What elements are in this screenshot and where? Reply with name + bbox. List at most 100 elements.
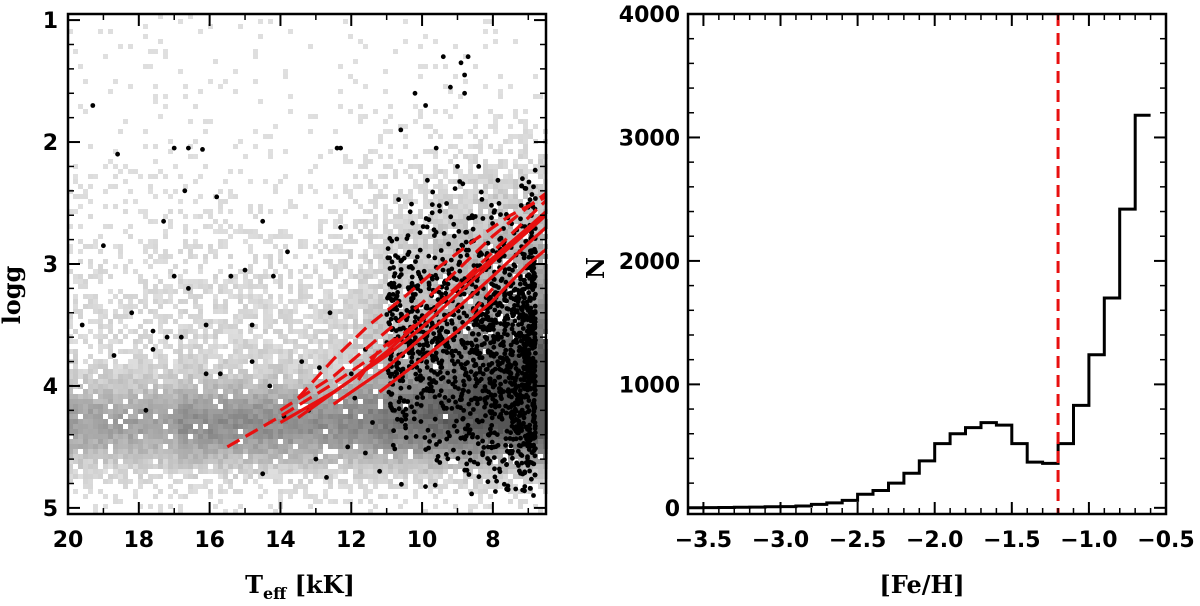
density-cell bbox=[283, 374, 288, 379]
density-cell bbox=[508, 234, 513, 239]
density-cell bbox=[363, 374, 368, 379]
density-cell bbox=[193, 404, 198, 409]
density-cell bbox=[358, 454, 363, 459]
density-cell bbox=[73, 409, 78, 414]
density-cell bbox=[398, 264, 403, 269]
density-cell bbox=[98, 269, 103, 274]
density-cell bbox=[488, 384, 493, 389]
density-cell bbox=[163, 459, 168, 464]
density-cell bbox=[463, 404, 468, 409]
density-cell bbox=[203, 119, 208, 124]
density-cell bbox=[383, 464, 388, 469]
density-cell bbox=[383, 374, 388, 379]
density-cell bbox=[143, 144, 148, 149]
density-cell bbox=[278, 369, 283, 374]
density-cell bbox=[533, 74, 538, 79]
density-cell bbox=[198, 379, 203, 384]
density-cell bbox=[273, 394, 278, 399]
data-point bbox=[466, 389, 471, 394]
density-cell bbox=[68, 464, 73, 469]
density-cell bbox=[518, 439, 523, 444]
density-cell bbox=[413, 349, 418, 354]
density-cell bbox=[483, 179, 488, 184]
density-cell bbox=[438, 384, 443, 389]
density-cell bbox=[208, 419, 213, 424]
density-cell bbox=[78, 239, 83, 244]
density-cell bbox=[238, 369, 243, 374]
density-cell bbox=[183, 369, 188, 374]
density-cell bbox=[103, 444, 108, 449]
density-cell bbox=[448, 179, 453, 184]
density-cell bbox=[208, 209, 213, 214]
density-cell bbox=[433, 454, 438, 459]
density-cell bbox=[458, 414, 463, 419]
density-cell bbox=[333, 419, 338, 424]
density-cell bbox=[428, 424, 433, 429]
density-cell bbox=[518, 404, 523, 409]
density-cell bbox=[103, 324, 108, 329]
density-cell bbox=[118, 339, 123, 344]
density-cell bbox=[343, 439, 348, 444]
density-cell bbox=[323, 354, 328, 359]
density-cell bbox=[293, 464, 298, 469]
density-cell bbox=[243, 419, 248, 424]
density-cell bbox=[178, 369, 183, 374]
density-cell bbox=[363, 174, 368, 179]
density-cell bbox=[513, 194, 518, 199]
density-cell bbox=[508, 499, 513, 504]
density-cell bbox=[88, 259, 93, 264]
density-cell bbox=[448, 454, 453, 459]
density-cell bbox=[283, 69, 288, 74]
density-cell bbox=[78, 104, 83, 109]
density-cell bbox=[373, 454, 378, 459]
density-cell bbox=[238, 139, 243, 144]
density-cell bbox=[273, 319, 278, 324]
density-cell bbox=[248, 419, 253, 424]
density-cell bbox=[433, 184, 438, 189]
density-cell bbox=[423, 409, 428, 414]
density-cell bbox=[173, 444, 178, 449]
density-cell bbox=[463, 454, 468, 459]
density-cell bbox=[318, 299, 323, 304]
density-cell bbox=[473, 424, 478, 429]
density-cell bbox=[113, 394, 118, 399]
density-cell bbox=[258, 444, 263, 449]
density-cell bbox=[403, 144, 408, 149]
density-cell bbox=[178, 454, 183, 459]
density-cell bbox=[228, 389, 233, 394]
density-cell bbox=[458, 209, 463, 214]
density-cell bbox=[123, 364, 128, 369]
density-cell bbox=[208, 409, 213, 414]
density-cell bbox=[328, 314, 333, 319]
density-cell bbox=[333, 339, 338, 344]
density-cell bbox=[143, 344, 148, 349]
density-cell bbox=[203, 334, 208, 339]
density-cell bbox=[308, 414, 313, 419]
density-cell bbox=[333, 344, 338, 349]
density-cell bbox=[83, 279, 88, 284]
density-cell bbox=[473, 389, 478, 394]
density-cell bbox=[418, 189, 423, 194]
density-cell bbox=[308, 349, 313, 354]
density-cell bbox=[268, 254, 273, 259]
density-cell bbox=[388, 244, 393, 249]
density-cell bbox=[318, 219, 323, 224]
density-cell bbox=[368, 299, 373, 304]
density-cell bbox=[458, 384, 463, 389]
density-cell bbox=[338, 344, 343, 349]
density-cell bbox=[203, 374, 208, 379]
density-cell bbox=[263, 344, 268, 349]
density-cell bbox=[88, 434, 93, 439]
density-cell bbox=[73, 349, 78, 354]
density-cell bbox=[473, 224, 478, 229]
density-cell bbox=[248, 349, 253, 354]
density-cell bbox=[198, 434, 203, 439]
density-cell bbox=[153, 84, 158, 89]
density-cell bbox=[248, 279, 253, 284]
density-cell bbox=[258, 204, 263, 209]
density-cell bbox=[113, 204, 118, 209]
density-cell bbox=[273, 244, 278, 249]
density-cell bbox=[313, 429, 318, 434]
density-cell bbox=[308, 494, 313, 499]
density-cell bbox=[288, 384, 293, 389]
